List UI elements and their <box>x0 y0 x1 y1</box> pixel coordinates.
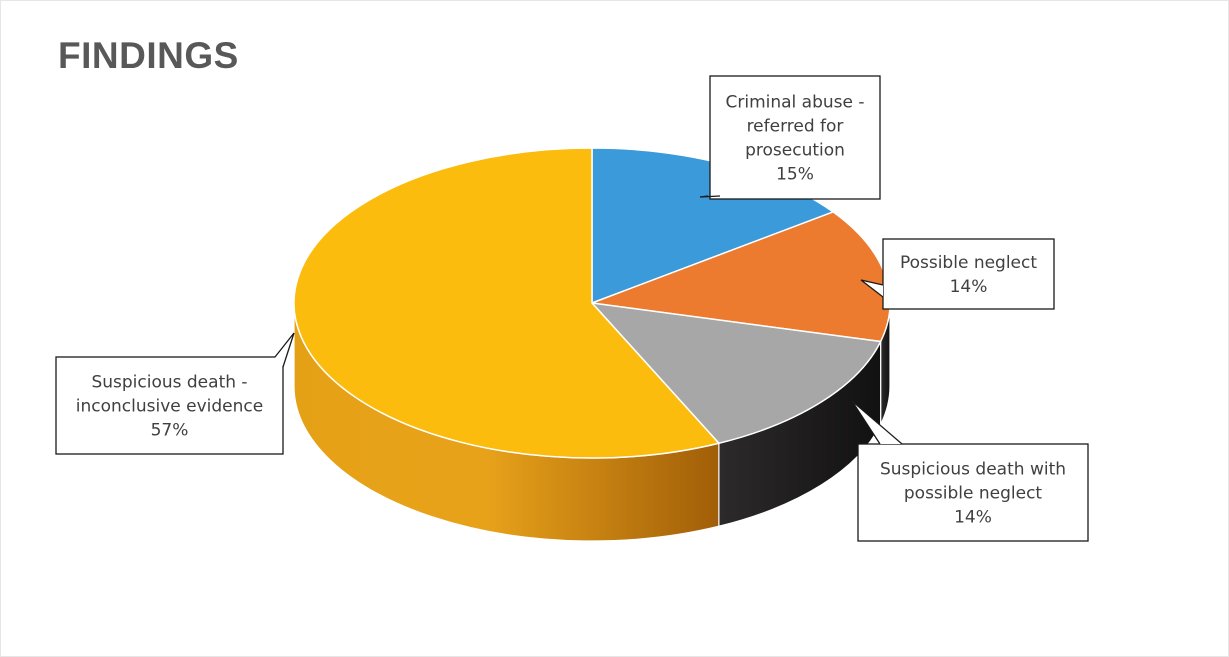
callout-possible-neglect: Possible neglect 14% <box>860 238 1055 310</box>
callout-leader <box>274 332 295 368</box>
slice-percent-label: 15% <box>776 165 814 185</box>
slice-label: Criminal abuse - <box>725 93 864 113</box>
slice-percent-label: 57% <box>151 421 189 441</box>
slice-label: possible neglect <box>904 484 1043 504</box>
slice-label: Possible neglect <box>900 253 1037 273</box>
slice-label: Suspicious death with <box>880 460 1066 480</box>
callout-box <box>709 75 881 200</box>
slice-percent-label: 14% <box>954 508 992 528</box>
slice-label: referred for <box>747 117 844 137</box>
slice-percent-label: 14% <box>950 277 988 297</box>
callout-box <box>857 443 1089 542</box>
slice-label: Suspicious death - <box>91 373 247 393</box>
callout-suspicious-death-with-possible-neglect: Suspicious death with possible neglect 14% <box>851 400 1089 542</box>
slice-label: prosecution <box>745 141 845 161</box>
chart-title: FINDINGS <box>58 35 239 76</box>
slice-suspicious-death-with-possible-neglect <box>591 302 882 444</box>
callout-box <box>882 238 1055 310</box>
callout-leader <box>851 400 903 445</box>
slice-suspicious-death-inconclusive-evidence <box>293 147 720 459</box>
slice-label: inconclusive evidence <box>76 397 263 417</box>
callout-criminal-abuse-referred-for-prosecution: Criminal abuse - referred for prosecution 1… <box>699 75 881 200</box>
callout-leader <box>699 195 721 198</box>
callout-suspicious-death-inconclusive-evidence: Suspicious death - inconclusive evidence 5… <box>55 332 295 455</box>
callout-leader <box>860 279 884 298</box>
callout-box <box>55 356 284 455</box>
